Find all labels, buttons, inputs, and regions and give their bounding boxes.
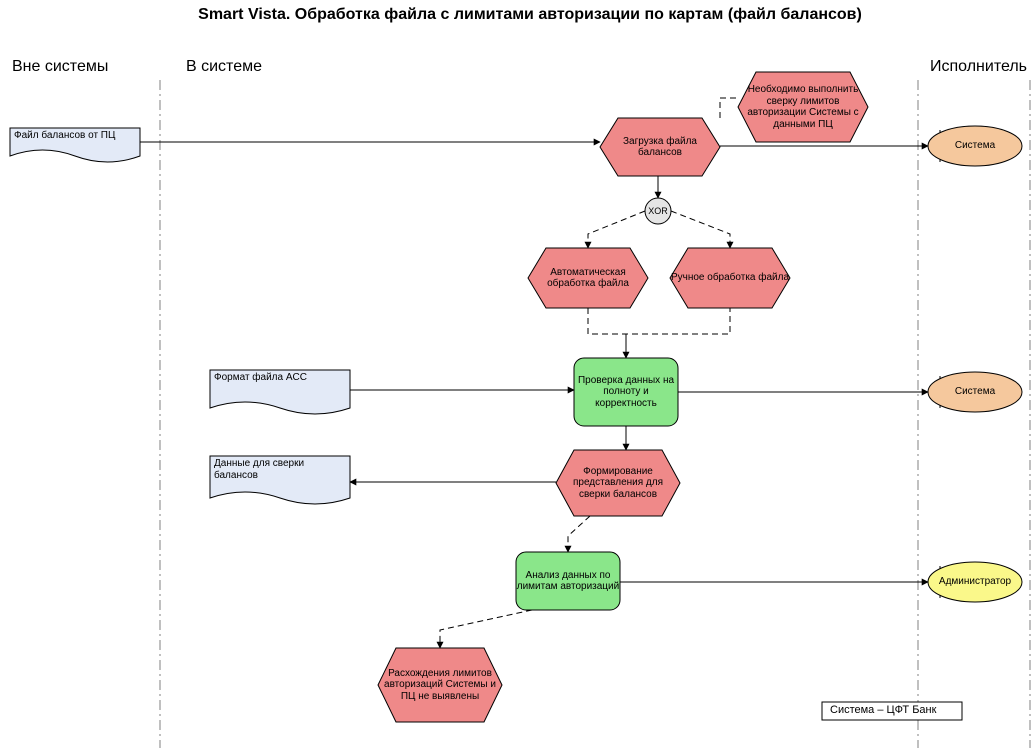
node-act3: Администратор (928, 562, 1022, 602)
lane-header: Исполнитель (930, 58, 1027, 76)
lane-header: В системе (186, 58, 262, 76)
node-hex5: Расхождения лимитов авторизаций Системы … (378, 648, 502, 722)
lane-header: Вне системы (12, 58, 108, 76)
node-xor: XOR (645, 198, 671, 224)
footer-system-label: Система – ЦФТ Банк (824, 702, 972, 718)
node-doc1: Файл балансов от ПЦ (14, 130, 136, 150)
node-doc2: Формат файла ACC (214, 372, 346, 402)
svg-layer (0, 0, 1036, 754)
node-hex1: Загрузка файла балансов (600, 118, 720, 176)
node-proc1: Проверка данных на полноту и корректност… (574, 358, 678, 426)
diagram-canvas: Smart Vista. Обработка файла с лимитами … (0, 0, 1036, 754)
node-hex4: Формирование представления для сверки ба… (556, 450, 680, 516)
node-note1: Необходимо выполнить сверку лимитов авто… (738, 72, 868, 142)
node-hex3: Ручное обработка файла (670, 248, 790, 308)
node-proc2: Анализ данных по лимитам авторизаций (516, 552, 620, 610)
node-act1: Система (928, 126, 1022, 166)
node-hex2: Автоматическая обработка файла (528, 248, 648, 308)
node-doc3: Данные для сверки балансов (214, 458, 346, 492)
node-act2: Система (928, 372, 1022, 412)
